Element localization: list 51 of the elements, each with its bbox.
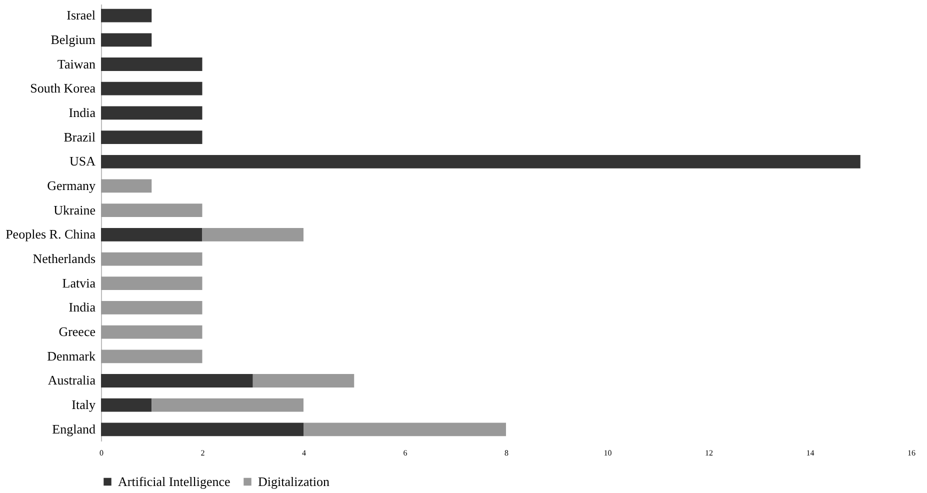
bar (101, 106, 202, 120)
bar (101, 252, 202, 266)
bar (101, 325, 202, 339)
bar (101, 228, 202, 242)
bar (101, 422, 304, 436)
bar (252, 374, 354, 388)
bar (101, 374, 253, 388)
y-tick-label: Brazil (64, 129, 96, 144)
bar (101, 276, 202, 290)
y-tick-label: Peoples R. China (6, 226, 96, 242)
x-tick-label: 14 (806, 448, 814, 458)
bar (202, 228, 304, 242)
y-tick-label: Australia (48, 372, 96, 388)
y-tick-label: South Korea (30, 80, 96, 96)
bar (101, 154, 860, 168)
y-tick-label: USA (69, 154, 96, 169)
y-tick-label: Greece (58, 324, 96, 340)
x-tick-label: 16 (908, 448, 916, 458)
x-tick-label: 4 (302, 448, 306, 458)
y-tick-label: Germany (47, 178, 96, 193)
bar (101, 398, 152, 412)
y-tick-label: Italy (72, 397, 96, 412)
bar (101, 8, 152, 22)
bar (304, 422, 506, 436)
y-tick-label: India (68, 300, 96, 315)
bar (152, 398, 304, 412)
legend-label: Artificial Intelligence (118, 474, 230, 489)
bar (101, 130, 202, 144)
y-tick-label: Belgium (50, 32, 96, 47)
y-tick-label: Taiwan (57, 56, 96, 72)
y-tick-label: India (68, 104, 96, 120)
y-tick-label: Israel (66, 8, 96, 23)
bar (101, 179, 152, 193)
x-tick-label: 2 (200, 448, 205, 458)
legend-label: Digitalization (258, 474, 330, 489)
y-tick-label: Denmark (47, 348, 96, 364)
bar (101, 82, 202, 96)
x-tick-label: 6 (403, 448, 408, 458)
x-tick-label: 0 (100, 448, 104, 458)
bar (101, 58, 202, 71)
bar (101, 204, 202, 218)
y-tick-label: Ukraine (54, 202, 96, 218)
bar (101, 350, 202, 364)
x-tick-label: 10 (604, 448, 612, 458)
y-tick-label: England (52, 421, 96, 436)
bar (101, 33, 152, 47)
x-tick-label: 8 (504, 448, 508, 458)
y-tick-label: Netherlands (32, 251, 96, 266)
x-tick-label: 12 (705, 448, 713, 458)
bar (101, 301, 202, 314)
y-tick-label: Latvia (62, 275, 96, 290)
